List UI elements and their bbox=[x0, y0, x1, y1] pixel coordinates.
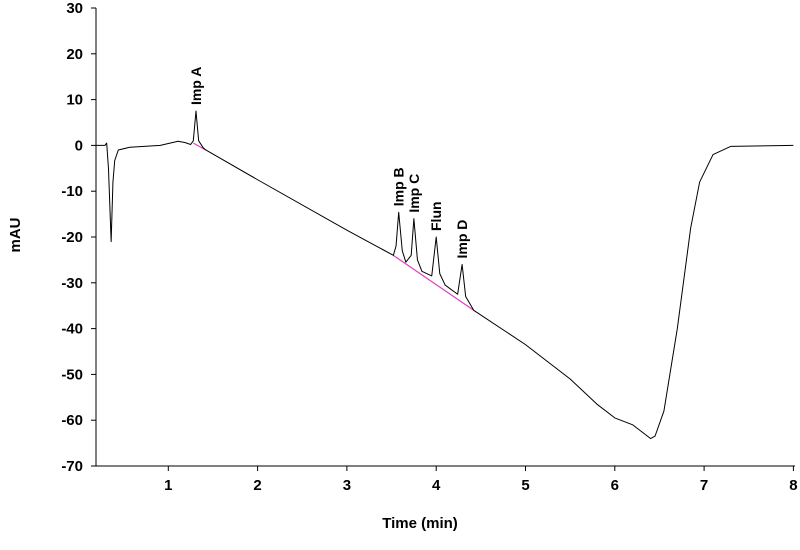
x-tick-label: 7 bbox=[700, 477, 708, 494]
y-tick-label: -40 bbox=[61, 321, 83, 338]
y-tick-label: -10 bbox=[61, 183, 83, 200]
x-tick-label: 5 bbox=[521, 477, 529, 494]
y-axis-label: mAU bbox=[7, 217, 24, 252]
y-tick-label: -30 bbox=[61, 275, 83, 292]
x-tick-label: 4 bbox=[432, 477, 441, 494]
x-tick-label: 3 bbox=[343, 477, 351, 494]
y-tick-label: 30 bbox=[66, 0, 83, 17]
ticks: 30 20 10 0 -10 -20 -30 -40 -50 -60 -70 1 2 3 4 5 6 7 8 bbox=[61, 0, 797, 494]
x-tick-label: 1 bbox=[164, 477, 172, 494]
integration-baseline bbox=[392, 254, 475, 311]
x-tick-label: 2 bbox=[253, 477, 261, 494]
y-tick-label: -20 bbox=[61, 229, 83, 246]
y-tick-label: -70 bbox=[61, 458, 83, 475]
peak-label: Imp C bbox=[406, 174, 422, 213]
x-tick-label: 6 bbox=[611, 477, 619, 494]
x-axis-label: Time (min) bbox=[382, 515, 458, 532]
peak-label: Imp A bbox=[188, 67, 204, 105]
y-tick-label: 20 bbox=[66, 46, 83, 63]
chromatogram-trace bbox=[95, 110, 794, 440]
y-tick-label: -60 bbox=[61, 412, 83, 429]
y-tick-label: -50 bbox=[61, 366, 83, 383]
peak-label: Imp D bbox=[454, 220, 470, 259]
peak-label: Imp B bbox=[391, 167, 407, 206]
peak-label: Flun bbox=[428, 201, 444, 231]
x-tick-label: 8 bbox=[789, 477, 797, 494]
traces bbox=[95, 110, 794, 440]
y-tick-label: 10 bbox=[66, 92, 83, 109]
peak-labels: Imp A Imp B Imp C Flun Imp D bbox=[188, 67, 470, 259]
y-tick-label: 0 bbox=[75, 137, 83, 154]
